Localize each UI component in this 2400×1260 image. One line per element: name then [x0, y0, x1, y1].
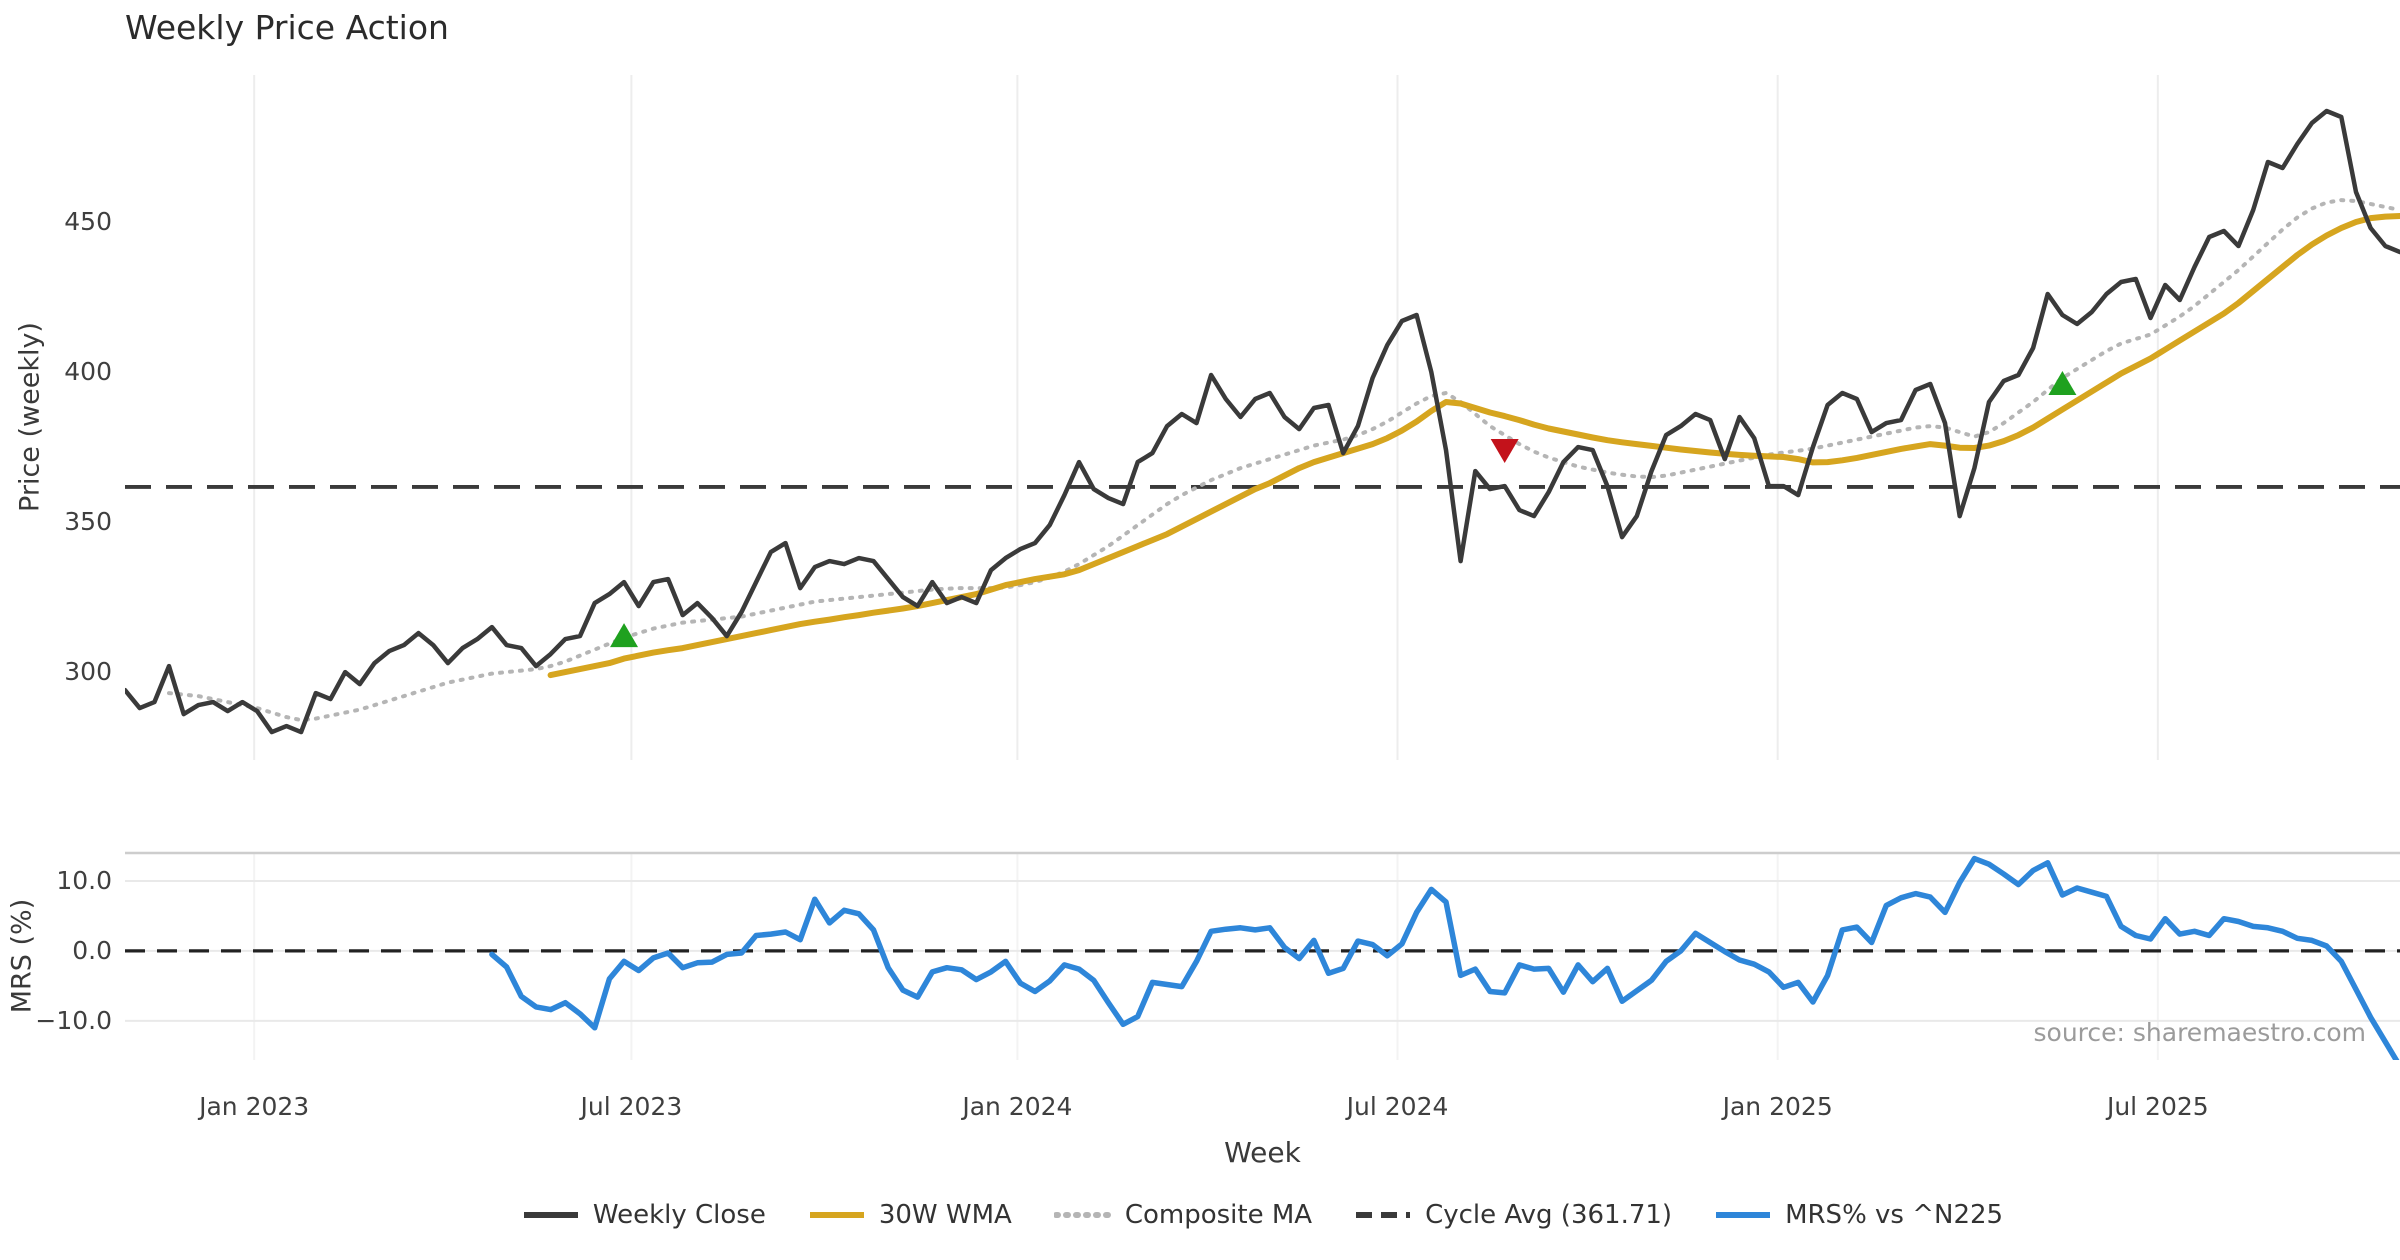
- legend-item-mrs-vs-n225: MRS% vs ^N225: [1714, 1200, 2003, 1230]
- mrs-ytick: −10.0: [35, 1005, 112, 1035]
- legend-item-cycle-avg-361-71-: Cycle Avg (361.71): [1354, 1200, 1672, 1230]
- buy-signal-marker: [2048, 371, 2077, 396]
- series-weekly-close: [125, 108, 2400, 735]
- source-note: source: sharemaestro.com: [2033, 1018, 2367, 1047]
- x-tick: Jul 2023: [580, 1092, 683, 1121]
- buy-signal-marker: [610, 623, 639, 648]
- legend-label: Composite MA: [1124, 1200, 1313, 1230]
- legend-label: Weekly Close: [592, 1200, 766, 1230]
- sell-signal-marker: [1490, 439, 1519, 464]
- price-ytick: 450: [64, 207, 112, 237]
- price-ytick: 350: [64, 507, 112, 537]
- legend-item-30w-wma: 30W WMA: [808, 1200, 1012, 1230]
- price-ytick: 300: [64, 657, 112, 687]
- x-tick: Jul 2025: [2106, 1092, 2209, 1121]
- legend-item-weekly-close: Weekly Close: [522, 1200, 766, 1230]
- legend-label: 30W WMA: [878, 1200, 1012, 1230]
- price-ytick: 400: [64, 357, 112, 387]
- series-30w-wma: [547, 213, 2400, 679]
- legend-label: Cycle Avg (361.71): [1425, 1200, 1673, 1230]
- legend-line-swatch: [1716, 1212, 1771, 1218]
- series-composite-ma: [167, 198, 2400, 723]
- series-mrs-vs-n225: [489, 855, 2400, 1060]
- price-axis-label: Price (weekly): [14, 322, 46, 512]
- week-axis-label: Week: [1224, 1136, 1301, 1169]
- legend-label: MRS% vs ^N225: [1785, 1200, 2004, 1230]
- legend-line-swatch: [809, 1212, 864, 1218]
- x-tick: Jan 2025: [1722, 1092, 1833, 1121]
- legend-item-composite-ma: Composite MA: [1053, 1200, 1313, 1230]
- x-tick: Jan 2024: [962, 1092, 1073, 1121]
- x-tick: Jul 2024: [1346, 1092, 1449, 1121]
- mrs-ytick: 10.0: [56, 865, 112, 895]
- legend: Weekly Close 30W WMA Composite MA Cycle Avg…: [125, 1200, 2400, 1230]
- mrs-ytick: 0.0: [72, 935, 112, 965]
- legend-line-swatch: [523, 1212, 578, 1218]
- x-tick: Jan 2023: [199, 1092, 310, 1121]
- legend-line-swatch: [1053, 1212, 1112, 1218]
- legend-line-swatch: [1356, 1212, 1411, 1218]
- page-title: Weekly Price Action: [125, 8, 449, 47]
